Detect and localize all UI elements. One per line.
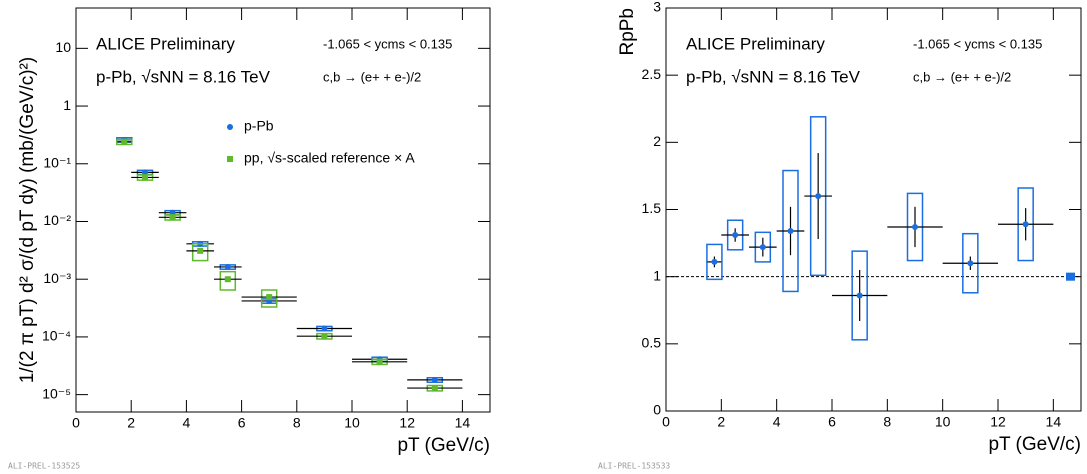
y-tick-label: 1 (653, 267, 661, 283)
marker (1022, 221, 1029, 228)
panel: 0 2 4 6 8 10 12 14 0 0.5 1 1.5 2 2.5 3 pT (GeV/c) RpPb AL… (598, 0, 1082, 471)
panel: 0 2 4 6 8 10 12 14 10⁻⁵ 10⁻⁴ 10⁻³ 10⁻² 10⁻¹ 1 10 pT (Ge… (8, 7, 491, 471)
marker (732, 232, 739, 239)
normalization-box (1066, 272, 1075, 281)
marker (224, 263, 231, 270)
legend-label: p-Pb (244, 118, 274, 134)
annotation: c,b → (e+ + e-)/2 (323, 69, 421, 84)
marker (321, 333, 328, 340)
y-tick-label: 10⁻³ (43, 270, 71, 286)
footer: ALI-PREL-153533 (598, 462, 670, 471)
marker (321, 325, 328, 332)
x-axis-label: pT (GeV/c) (397, 435, 490, 456)
annotation: -1.065 < ycms < 0.135 (913, 36, 1042, 51)
x-tick-label: 6 (828, 414, 836, 430)
x-tick-label: 10 (344, 415, 360, 431)
marker (197, 247, 204, 254)
y-tick-label: 10⁻⁴ (42, 328, 71, 344)
marker (142, 169, 148, 176)
y-tick-label: 10 (55, 39, 71, 55)
x-tick-label: 6 (238, 415, 246, 431)
annotation: c,b → (e+ + e-)/2 (913, 69, 1011, 84)
sys-box (260, 289, 278, 308)
marker (759, 244, 766, 251)
y-tick-label: 0.5 (642, 335, 662, 351)
y-tick-label: 3 (653, 0, 661, 15)
marker (142, 174, 148, 181)
footer: ALI-PREL-153525 (8, 462, 80, 471)
x-tick-label: 4 (773, 414, 781, 430)
y-tick-label: 1.5 (642, 200, 662, 216)
y-tick-label: 1 (63, 97, 71, 113)
annotation: ALICE Preliminary (96, 34, 235, 53)
y-axis-label: RpPb (617, 8, 638, 56)
marker (815, 193, 822, 200)
x-tick-label: 10 (935, 414, 951, 430)
marker (431, 385, 438, 392)
x-tick-label: 2 (717, 414, 725, 430)
y-tick-label: 10⁻² (43, 212, 71, 228)
x-tick-label: 14 (455, 415, 471, 431)
y-axis-label: 1/(2 π pT) d² σ/(d pT dy) (mb/(GeV/c)²) (17, 57, 38, 383)
legend-marker (227, 124, 233, 130)
x-tick-label: 2 (127, 415, 135, 431)
annotation: p-Pb, √sNN = 8.16 TeV (96, 67, 271, 86)
marker (431, 376, 438, 383)
annotation: p-Pb, √sNN = 8.16 TeV (686, 67, 861, 86)
plot-frame (75, 7, 491, 413)
sys-box (706, 243, 723, 281)
x-tick-label: 0 (72, 415, 80, 431)
x-tick-label: 0 (662, 414, 670, 430)
marker (266, 294, 273, 301)
y-tick-label: 10⁻¹ (43, 154, 71, 170)
annotation: -1.065 < ycms < 0.135 (323, 36, 452, 51)
x-axis-label: pT (GeV/c) (988, 434, 1081, 455)
marker (912, 223, 918, 230)
marker (856, 292, 863, 299)
x-tick-label: 8 (883, 414, 891, 430)
marker (711, 258, 718, 265)
marker (376, 358, 383, 365)
y-tick-label: 2 (653, 133, 661, 149)
marker (169, 214, 176, 221)
legend-marker (227, 156, 233, 162)
y-tick-label: 2.5 (642, 66, 662, 82)
sys-box (191, 243, 209, 262)
x-tick-label: 12 (399, 415, 415, 431)
legend-label: pp, √s-scaled reference × A (244, 150, 415, 166)
annotation: ALICE Preliminary (686, 34, 825, 53)
x-tick-label: 12 (990, 414, 1006, 430)
marker (121, 138, 128, 145)
marker (787, 227, 794, 234)
x-tick-label: 14 (1046, 414, 1062, 430)
sys-box (219, 270, 237, 291)
marker (224, 276, 231, 283)
y-tick-label: 10⁻⁵ (42, 385, 71, 401)
x-tick-label: 8 (293, 415, 301, 431)
marker (967, 260, 974, 267)
y-tick-label: 0 (653, 402, 661, 418)
x-tick-label: 4 (183, 415, 191, 431)
